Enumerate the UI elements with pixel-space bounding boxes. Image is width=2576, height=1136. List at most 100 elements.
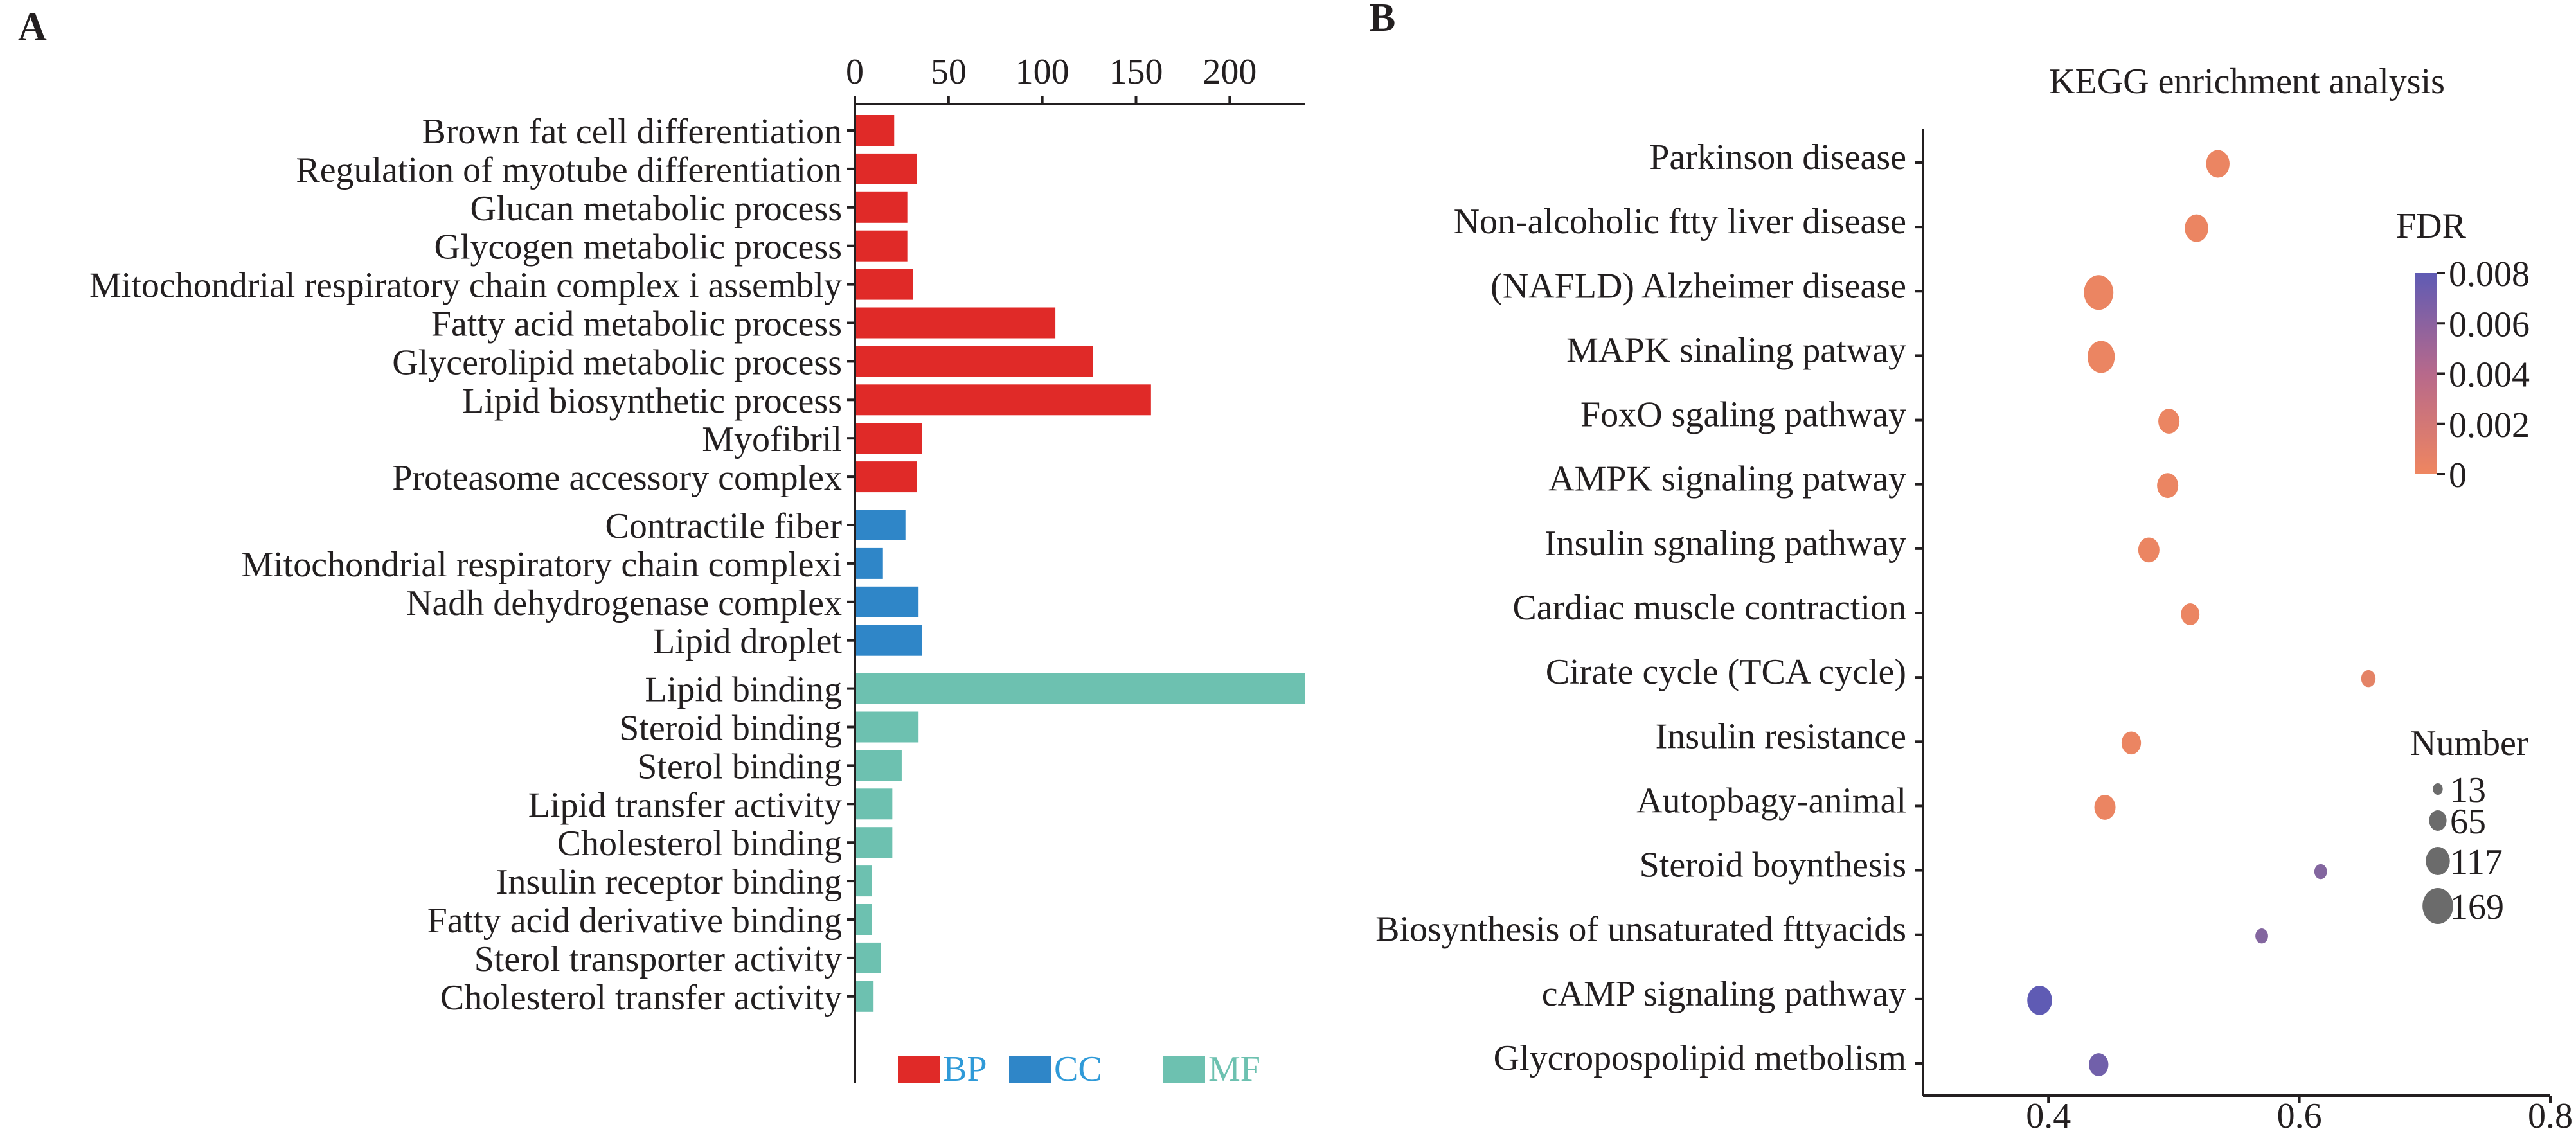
legend-swatch-bp (898, 1056, 940, 1083)
pathway-label: AMPK signaling patway (1548, 459, 1906, 499)
pathway-label: (NAFLD) Alzheimer disease (1490, 266, 1906, 306)
bar-category-label: Glycogen metabolic process (434, 227, 842, 267)
bar-category-label: Regulation of myotube differentiation (296, 150, 842, 190)
bar-bp (856, 191, 908, 223)
panel-b-label: B (1369, 0, 1395, 40)
pathway-label: Insulin sgnaling pathway (1544, 524, 1906, 564)
enrichment-dot (2181, 603, 2200, 625)
dot-x-tick-label: 0.8 (2528, 1096, 2573, 1133)
bar-mf (856, 904, 872, 935)
legend-swatch-mf (1163, 1056, 1205, 1083)
bar-x-tick-label: 200 (1203, 52, 1257, 92)
bar-category-label: Nadh dehydrogenase complex (406, 583, 842, 623)
bar-category-label: Lipid transfer activity (528, 785, 842, 825)
enrichment-dot (2084, 275, 2114, 310)
enrichment-dot (2094, 795, 2116, 820)
enrichment-dot (2185, 214, 2208, 242)
bar-mf (856, 942, 881, 973)
bar-category-label: Cholesterol binding (557, 824, 842, 864)
legend-swatch-cc (1009, 1056, 1051, 1083)
bar-category-label: Glucan metabolic process (470, 189, 842, 229)
bar-mf (856, 788, 893, 820)
bar-cc (856, 547, 883, 579)
bar-bp (856, 230, 908, 262)
bar-bp (856, 461, 917, 493)
legend-label-bp: BP (943, 1049, 987, 1089)
number-legend-dot (2433, 783, 2443, 795)
bar-category-label: Lipid droplet (653, 622, 842, 662)
pathway-label: Non-alcoholic ftty liver disease (1454, 202, 1906, 242)
enrichment-dot (2157, 473, 2179, 499)
pathway-label: Glycropospolipid metbolism (1494, 1038, 1906, 1078)
bar-category-label: Insulin receptor binding (496, 862, 842, 902)
bar-category-label: Lipid biosynthetic process (462, 381, 842, 421)
panel-a-label: A (18, 5, 47, 49)
bar-bp (856, 423, 922, 454)
legend-label-mf: MF (1208, 1049, 1260, 1089)
enrichment-dot (2121, 731, 2142, 755)
bar-bp (856, 346, 1093, 377)
enrichment-dot (2158, 409, 2180, 434)
bar-category-label: Cholesterol transfer activity (440, 978, 842, 1018)
bar-bp (856, 115, 895, 146)
number-legend-dot (2426, 847, 2450, 875)
bar-category-label: Mitochondrial respiratory chain complexi (241, 545, 842, 585)
pathway-label: Steroid boynthesis (1640, 846, 1906, 885)
go-bar-chart: 0 50 100 150 200 Brown fat cell differentiati… (89, 52, 1305, 1089)
bar-category-label: Contractile fiber (605, 506, 842, 546)
bar-bp (856, 153, 917, 184)
pathway-label: Autopbagy-animal (1636, 781, 1906, 821)
bar-x-tick-label: 50 (931, 52, 967, 92)
enrichment-dot (2314, 864, 2327, 880)
bar-category-label: Sterol transporter activity (474, 939, 842, 979)
enrichment-dot (2089, 1053, 2109, 1076)
enrichment-dot (2087, 341, 2115, 373)
bar-cc (856, 510, 906, 540)
enrichment-dot (2206, 150, 2230, 178)
bar-mf (856, 827, 893, 858)
enrichment-dot (2138, 537, 2160, 563)
pathway-label: Biosynthesis of unsaturated fttyacids (1375, 910, 1906, 950)
fdr-tick-label: 0.002 (2449, 405, 2530, 445)
pathway-label: Cirate cycle (TCA cycle) (1546, 652, 1906, 692)
bar-cc (856, 625, 922, 656)
number-legend-label: 65 (2450, 802, 2486, 842)
bar-category-label: Glycerolipid metabolic process (392, 342, 842, 382)
bar-category-label: Proteasome accessory complex (392, 458, 842, 498)
bar-mf (856, 865, 872, 897)
dot-x-tick-label: 0.4 (2026, 1096, 2071, 1133)
fdr-tick-label: 0.006 (2449, 305, 2530, 344)
bar-category-label: Fatty acid metabolic process (431, 305, 842, 344)
fdr-legend-title: FDR (2396, 206, 2467, 246)
bar-cc (856, 586, 919, 617)
bar-category-label: Mitochondrial respiratory chain complex … (89, 266, 842, 306)
bar-bp (856, 269, 913, 300)
bar-category-label: Lipid binding (645, 670, 842, 710)
fdr-tick-label: 0.008 (2449, 254, 2530, 294)
pathway-label: cAMP signaling pathway (1542, 974, 1906, 1014)
pathway-label: Parkinson disease (1649, 138, 1906, 177)
bar-category-label: Myofibril (702, 420, 842, 459)
fdr-colorbar (2415, 273, 2437, 474)
bar-bp (856, 307, 1056, 339)
pathway-label: FoxO sgaling pathway (1580, 395, 1906, 435)
number-legend-label: 117 (2450, 842, 2503, 882)
bar-x-tick-label: 100 (1015, 52, 1069, 92)
bar-mf (856, 673, 1305, 704)
bar-category-label: Fatty acid derivative binding (427, 901, 842, 941)
kegg-chart-title: KEGG enrichment analysis (2049, 62, 2445, 102)
legend-label-cc: CC (1054, 1049, 1102, 1089)
bar-category-label: Brown fat cell differentiation (422, 112, 842, 152)
bar-mf (856, 711, 919, 743)
pathway-label: Cardiac muscle contraction (1512, 588, 1906, 628)
number-legend-dot (2422, 888, 2453, 924)
bar-category-label: Sterol binding (637, 747, 842, 786)
bar-mf (856, 981, 874, 1012)
pathway-label: MAPK sinaling patway (1566, 330, 1906, 370)
kegg-dot-chart: KEGG enrichment analysis 0.4 0.6 0.8 Parkin… (1375, 62, 2573, 1136)
bar-category-label: Steroid binding (619, 709, 842, 749)
number-legend-label: 13 (2450, 770, 2486, 810)
enrichment-dot (2361, 670, 2376, 688)
number-legend-title: Number (2410, 723, 2528, 763)
